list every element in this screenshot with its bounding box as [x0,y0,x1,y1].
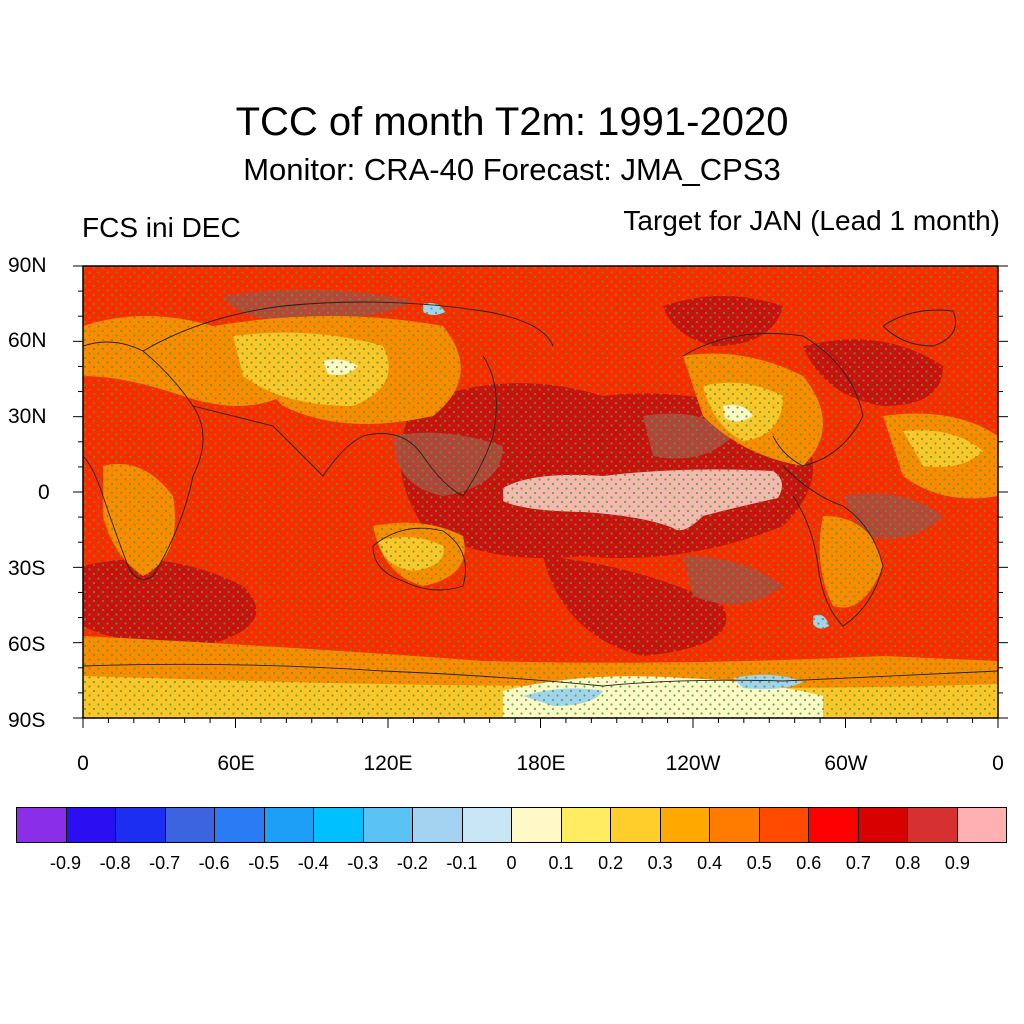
colorbar-label: 0.1 [548,853,574,873]
colorbar-label: -0.9 [50,853,82,873]
lon-label: 120W [665,752,721,775]
chart-title: TCC of month T2m: 1991-2020 [235,100,789,144]
colorbar-label: -0.8 [99,853,131,873]
colorbar-label: 0.4 [697,853,723,873]
colorbar-label: 0.5 [746,853,772,873]
colorbar-box [165,808,215,842]
tcc-map [73,265,1008,728]
colorbar-label: 0.8 [895,853,921,873]
colorbar-box [957,808,1006,842]
axis-ticks [73,265,1008,728]
lat-label: 60N [8,329,47,352]
colorbar-label: -0.6 [198,853,230,873]
colorbar-label: -0.1 [446,853,478,873]
chart-subtitle: Monitor: CRA-40 Forecast: JMA_CPS3 [243,152,781,187]
colorbar-box [710,808,760,842]
init-label: FCS ini DEC [82,212,241,243]
significance-stipple [83,266,998,718]
lon-label: 0 [992,752,1004,775]
target-label: Target for JAN (Lead 1 month) [623,205,1000,236]
colorbar-label: -0.5 [248,853,280,873]
colorbar-label: -0.4 [297,853,329,873]
colorbar-box [17,808,67,842]
colorbar-box [561,808,611,842]
colorbar-box [66,808,116,842]
colorbar-label: 0.3 [647,853,673,873]
lat-label: 90S [8,709,46,732]
lon-label: 60W [824,752,868,775]
colorbar-label: -0.7 [149,853,181,873]
colorbar-box [759,808,809,842]
colorbar-label: 0.9 [944,853,970,873]
lat-label: 30N [8,405,47,428]
colorbar-label: 0.7 [845,853,871,873]
colorbar-box [314,808,364,842]
colorbar [16,807,1007,843]
lat-label: 90N [8,254,47,277]
colorbar-box [660,808,710,842]
colorbar-box [858,808,908,842]
colorbar-box [462,808,512,842]
colorbar-box [512,808,562,842]
coastlines [83,301,998,687]
lon-label: 0 [77,752,89,775]
colorbar-box [116,808,166,842]
colorbar-box [611,808,661,842]
lat-label: 30S [8,557,46,580]
colorbar-box [413,808,463,842]
colorbar-box [809,808,859,842]
colorbar-box [215,808,265,842]
colorbar-label: 0.6 [796,853,822,873]
colorbar-box [908,808,958,842]
colorbar-box [363,808,413,842]
lon-label: 60E [217,752,255,775]
colorbar-label: 0 [506,853,517,873]
lat-label: 60S [8,633,46,656]
lon-label: 120E [363,752,413,775]
lon-label: 180E [516,752,566,775]
colorbar-label: -0.2 [396,853,428,873]
colorbar-label: 0.2 [598,853,624,873]
tcc-map-svg [73,265,1008,728]
colorbar-label: -0.3 [347,853,379,873]
colorbar-box [264,808,314,842]
lat-label: 0 [38,481,50,504]
